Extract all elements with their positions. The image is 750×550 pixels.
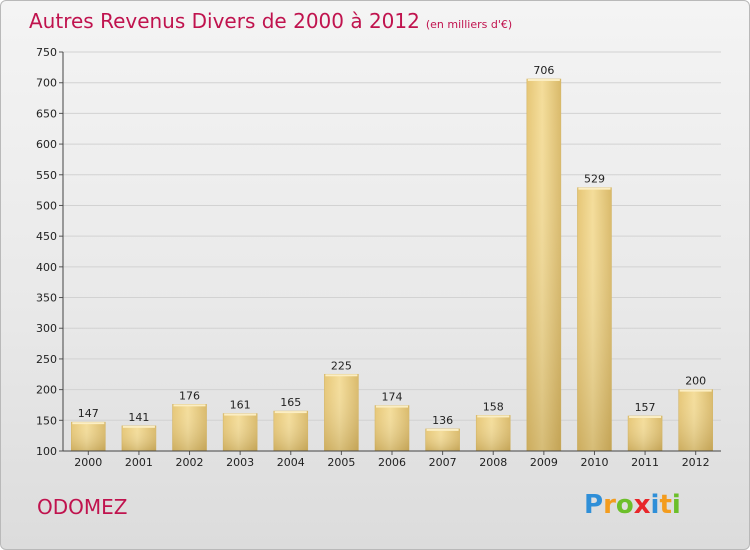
x-tick-label: 2001 xyxy=(125,456,153,469)
bar-shade xyxy=(476,415,511,451)
bar-highlight xyxy=(629,416,662,419)
bar-highlight xyxy=(376,405,408,408)
bar-shade xyxy=(71,422,106,451)
bar-shade xyxy=(526,79,561,452)
bar-2012 xyxy=(678,389,713,452)
bar-highlight xyxy=(325,374,358,377)
x-tick-label: 2007 xyxy=(429,456,457,469)
x-tick-label: 2003 xyxy=(226,456,254,469)
bar-shade xyxy=(172,404,207,451)
bar-highlight xyxy=(679,389,712,392)
bar-shade xyxy=(628,416,663,451)
proxiti-logo: Proxiti xyxy=(584,490,681,520)
bar-2007 xyxy=(425,428,460,452)
bar-shade xyxy=(273,411,308,451)
x-tick-label: 2006 xyxy=(378,456,406,469)
x-tick-label: 2010 xyxy=(580,456,608,469)
bar-2000 xyxy=(71,421,106,452)
value-label: 174 xyxy=(382,391,403,404)
bar-highlight xyxy=(122,425,155,428)
bar-2004 xyxy=(273,410,309,452)
y-tick-label: 600 xyxy=(36,138,57,151)
value-label: 200 xyxy=(685,375,706,388)
bar-highlight xyxy=(477,415,510,418)
x-tick-label: 2005 xyxy=(327,456,355,469)
chart-title-text: Autres Revenus Divers de 2000 à 2012 xyxy=(29,9,420,33)
bar-shade xyxy=(425,428,460,451)
y-tick-label: 450 xyxy=(36,230,57,243)
y-tick-label: 300 xyxy=(36,322,57,335)
y-tick-label: 150 xyxy=(36,414,57,427)
value-label: 157 xyxy=(635,401,656,414)
value-label: 147 xyxy=(78,407,99,420)
x-tick-label: 2002 xyxy=(176,456,204,469)
bar-highlight xyxy=(426,428,459,431)
bar-highlight xyxy=(274,411,307,414)
bar-highlight xyxy=(173,404,206,407)
bar-highlight xyxy=(578,187,611,190)
value-label: 225 xyxy=(331,359,352,372)
value-label: 176 xyxy=(179,389,200,402)
y-tick-label: 500 xyxy=(36,199,57,212)
value-label: 165 xyxy=(280,396,301,409)
bar-highlight xyxy=(527,79,560,82)
y-tick-label: 550 xyxy=(36,169,57,182)
y-tick-label: 750 xyxy=(36,46,57,59)
value-label: 136 xyxy=(432,414,453,427)
y-tick-label: 400 xyxy=(36,261,57,274)
bar-2010 xyxy=(577,187,612,452)
x-tick-label: 2012 xyxy=(682,456,710,469)
bar-shade xyxy=(375,405,409,451)
y-tick-label: 200 xyxy=(36,384,57,397)
bar-2002 xyxy=(172,404,207,452)
y-tick-label: 700 xyxy=(36,77,57,90)
x-tick-label: 2009 xyxy=(530,456,558,469)
bar-2003 xyxy=(222,413,258,452)
bar-shade xyxy=(324,374,359,451)
value-label: 706 xyxy=(533,64,554,77)
place-name: ODOMEZ xyxy=(37,495,128,519)
bar-shade xyxy=(223,413,258,451)
value-label: 529 xyxy=(584,173,605,186)
chart-subtitle: (en milliers d'€) xyxy=(425,18,513,31)
bar-shade xyxy=(678,389,713,451)
bar-shade xyxy=(577,187,612,451)
x-tick-label: 2011 xyxy=(631,456,659,469)
bar-shade xyxy=(121,425,156,451)
bar-2009 xyxy=(526,78,562,452)
y-tick-label: 350 xyxy=(36,292,57,305)
bar-2008 xyxy=(475,415,511,452)
bar-2001 xyxy=(121,425,157,452)
chart-title: Autres Revenus Divers de 2000 à 2012 (en … xyxy=(29,9,512,33)
y-tick-label: 650 xyxy=(36,107,57,120)
value-label: 158 xyxy=(483,400,504,413)
x-tick-label: 2004 xyxy=(277,456,305,469)
value-label: 141 xyxy=(128,411,149,424)
bar-2011 xyxy=(627,415,663,452)
x-tick-label: 2008 xyxy=(479,456,507,469)
bar-highlight xyxy=(72,422,105,425)
y-tick-label: 250 xyxy=(36,353,57,366)
bar-2006 xyxy=(374,405,410,452)
bar-highlight xyxy=(224,413,257,416)
value-label: 161 xyxy=(230,399,251,412)
x-tick-label: 2000 xyxy=(74,456,102,469)
bar-2005 xyxy=(324,373,359,452)
y-tick-label: 100 xyxy=(36,445,57,458)
